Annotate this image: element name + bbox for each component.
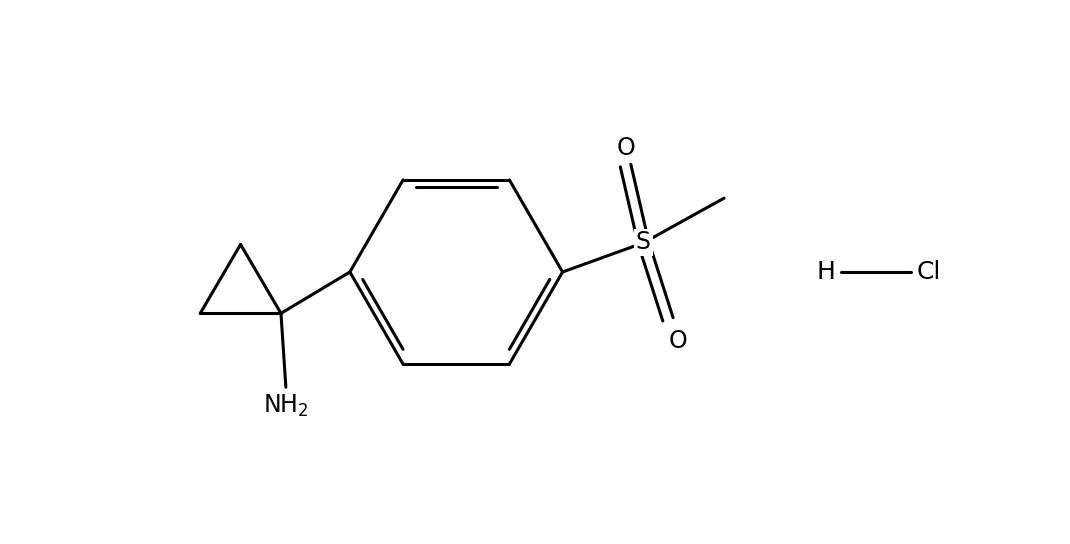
Text: H: H [816,260,835,284]
Text: Cl: Cl [917,260,941,284]
Text: NH$_2$: NH$_2$ [263,393,309,419]
Text: O: O [669,329,687,353]
Text: S: S [636,231,651,255]
Text: O: O [616,136,635,160]
